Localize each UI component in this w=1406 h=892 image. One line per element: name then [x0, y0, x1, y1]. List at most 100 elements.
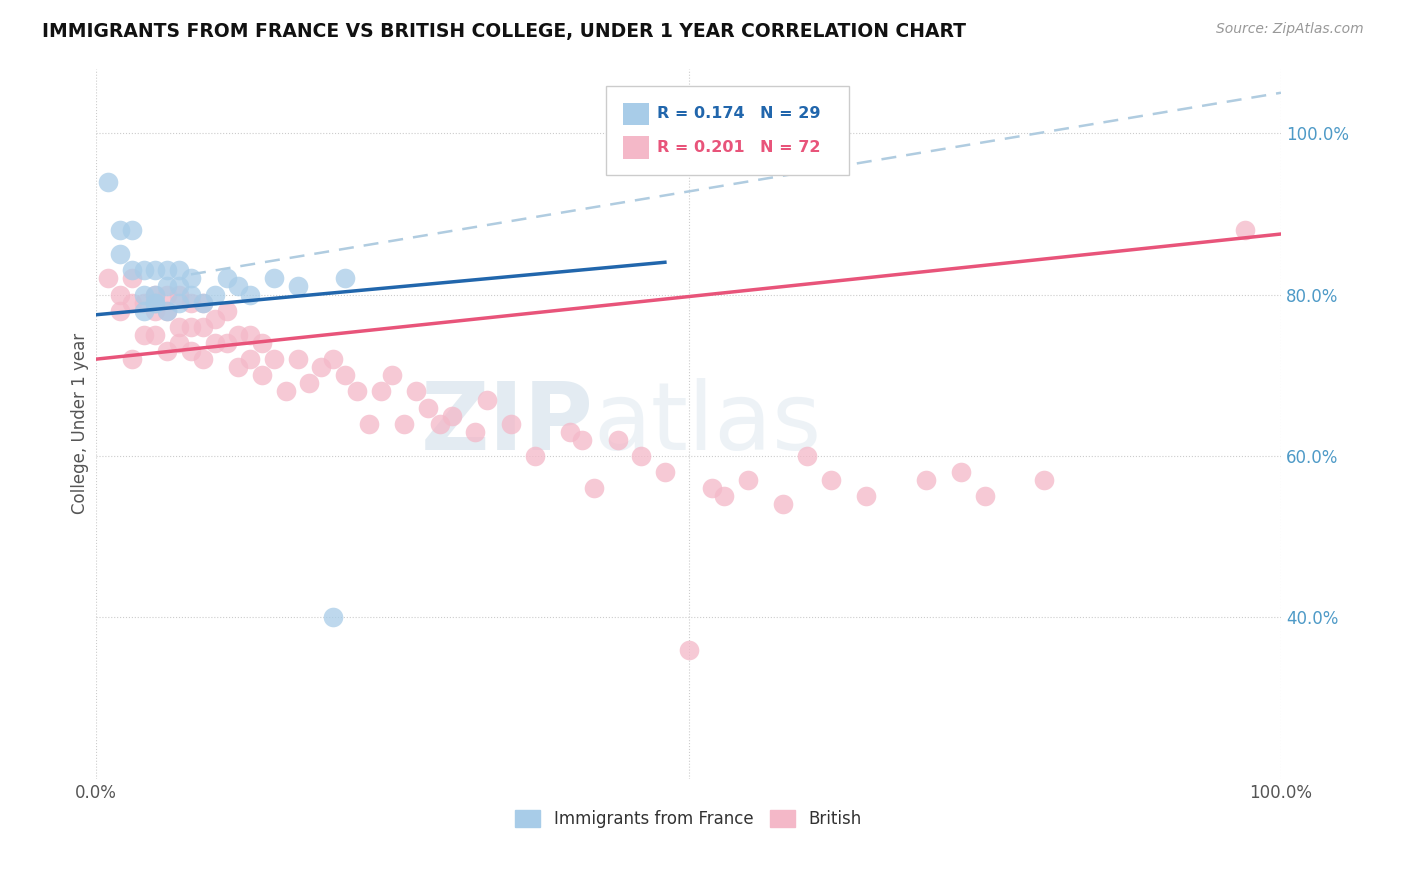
- Point: [239, 327, 262, 342]
- Point: [145, 295, 167, 310]
- Point: [440, 409, 463, 423]
- Point: [108, 303, 131, 318]
- Point: [322, 352, 344, 367]
- Point: [678, 642, 700, 657]
- Point: [298, 376, 321, 391]
- Text: N = 72: N = 72: [759, 140, 820, 155]
- Point: [571, 433, 593, 447]
- Point: [145, 327, 167, 342]
- Point: [215, 271, 238, 285]
- Y-axis label: College, Under 1 year: College, Under 1 year: [72, 333, 89, 515]
- Point: [1033, 473, 1056, 487]
- Text: R = 0.174: R = 0.174: [657, 106, 744, 121]
- Point: [204, 311, 226, 326]
- Point: [250, 336, 273, 351]
- Point: [191, 319, 214, 334]
- Point: [121, 263, 143, 277]
- Point: [132, 303, 155, 318]
- Point: [204, 287, 226, 301]
- Point: [416, 401, 439, 415]
- Point: [215, 336, 238, 351]
- Point: [274, 384, 297, 399]
- Point: [713, 489, 735, 503]
- Point: [523, 449, 546, 463]
- Point: [820, 473, 842, 487]
- Point: [132, 263, 155, 277]
- Point: [737, 473, 759, 487]
- Point: [311, 360, 333, 375]
- Point: [180, 287, 202, 301]
- Point: [346, 384, 368, 399]
- Point: [108, 223, 131, 237]
- Point: [121, 271, 143, 285]
- Text: atlas: atlas: [593, 377, 823, 470]
- Point: [263, 271, 285, 285]
- Bar: [623, 103, 650, 126]
- Point: [180, 319, 202, 334]
- Point: [630, 449, 652, 463]
- Point: [145, 287, 167, 301]
- Point: [464, 425, 486, 439]
- Point: [381, 368, 404, 383]
- Point: [167, 287, 190, 301]
- Point: [156, 279, 179, 293]
- Point: [156, 263, 179, 277]
- FancyBboxPatch shape: [606, 87, 849, 175]
- Point: [228, 360, 250, 375]
- Point: [405, 384, 427, 399]
- Point: [167, 336, 190, 351]
- Point: [121, 352, 143, 367]
- Point: [132, 295, 155, 310]
- Point: [322, 610, 344, 624]
- Point: [204, 336, 226, 351]
- Bar: [623, 136, 650, 159]
- Point: [215, 303, 238, 318]
- Point: [654, 465, 676, 479]
- Point: [499, 417, 522, 431]
- Point: [394, 417, 416, 431]
- Point: [191, 352, 214, 367]
- Point: [772, 498, 794, 512]
- Point: [606, 433, 628, 447]
- Point: [145, 287, 167, 301]
- Text: R = 0.201: R = 0.201: [657, 140, 744, 155]
- Text: ZIP: ZIP: [420, 377, 593, 470]
- Point: [108, 247, 131, 261]
- Point: [228, 279, 250, 293]
- Point: [167, 279, 190, 293]
- Point: [156, 303, 179, 318]
- Point: [702, 481, 724, 495]
- Point: [796, 449, 818, 463]
- Point: [558, 425, 581, 439]
- Point: [121, 223, 143, 237]
- Point: [1234, 223, 1257, 237]
- Point: [333, 368, 356, 383]
- Point: [191, 295, 214, 310]
- Point: [180, 344, 202, 359]
- Text: N = 29: N = 29: [759, 106, 820, 121]
- Point: [180, 271, 202, 285]
- Point: [429, 417, 451, 431]
- Point: [370, 384, 392, 399]
- Point: [121, 295, 143, 310]
- Point: [239, 352, 262, 367]
- Point: [263, 352, 285, 367]
- Point: [950, 465, 973, 479]
- Point: [145, 303, 167, 318]
- Point: [191, 295, 214, 310]
- Text: IMMIGRANTS FROM FRANCE VS BRITISH COLLEGE, UNDER 1 YEAR CORRELATION CHART: IMMIGRANTS FROM FRANCE VS BRITISH COLLEG…: [42, 22, 966, 41]
- Point: [97, 271, 120, 285]
- Point: [167, 263, 190, 277]
- Point: [475, 392, 498, 407]
- Point: [97, 175, 120, 189]
- Legend: Immigrants from France, British: Immigrants from France, British: [509, 803, 869, 835]
- Point: [973, 489, 995, 503]
- Point: [914, 473, 936, 487]
- Point: [145, 263, 167, 277]
- Point: [156, 344, 179, 359]
- Point: [855, 489, 877, 503]
- Point: [167, 295, 190, 310]
- Point: [239, 287, 262, 301]
- Point: [132, 327, 155, 342]
- Point: [333, 271, 356, 285]
